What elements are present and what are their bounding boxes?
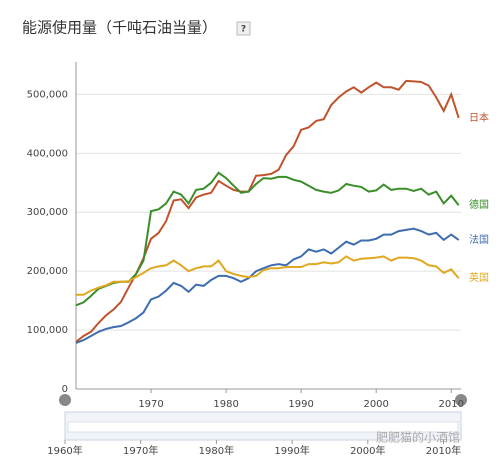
timeline-label: 2010年: [426, 444, 461, 457]
series-line: [76, 255, 460, 296]
legend-label: 日本: [469, 111, 489, 124]
timeline-label: 1980年: [199, 444, 234, 457]
y-tick-label: 400,000: [27, 148, 68, 159]
legend-label: 德国: [469, 198, 489, 211]
timeline-label: 1970年: [123, 444, 158, 457]
legend-label: 英国: [469, 271, 489, 284]
series-line: [75, 171, 460, 307]
timeline-label: 2000年: [350, 444, 385, 457]
y-tick-label: 500,000: [27, 89, 68, 100]
x-tick-label: 2000: [363, 399, 388, 410]
timeline-handle[interactable]: [59, 394, 71, 406]
timeline-range[interactable]: [67, 421, 459, 433]
chart-title: 能源使用量（千吨石油当量）: [22, 19, 217, 37]
x-tick-label: 2010: [439, 399, 464, 410]
series-line: [75, 79, 460, 343]
timeline-handle[interactable]: [455, 394, 467, 406]
help-icon[interactable]: ?: [241, 25, 246, 35]
x-tick-label: 1990: [288, 399, 313, 410]
timeline-label: 1990年: [274, 444, 309, 457]
timeline-label: 1960年: [47, 444, 82, 457]
watermark: 肥肥猫的小酒馆: [376, 430, 460, 445]
y-tick-label: 0: [62, 384, 68, 395]
x-tick-label: 1980: [213, 399, 238, 410]
y-tick-label: 300,000: [27, 207, 68, 218]
x-tick-label: 1970: [138, 399, 163, 410]
series-line: [75, 227, 460, 344]
y-tick-label: 200,000: [27, 266, 68, 277]
legend-label: 法国: [469, 233, 489, 246]
help-box[interactable]: [236, 21, 251, 36]
y-tick-label: 100,000: [27, 325, 68, 336]
